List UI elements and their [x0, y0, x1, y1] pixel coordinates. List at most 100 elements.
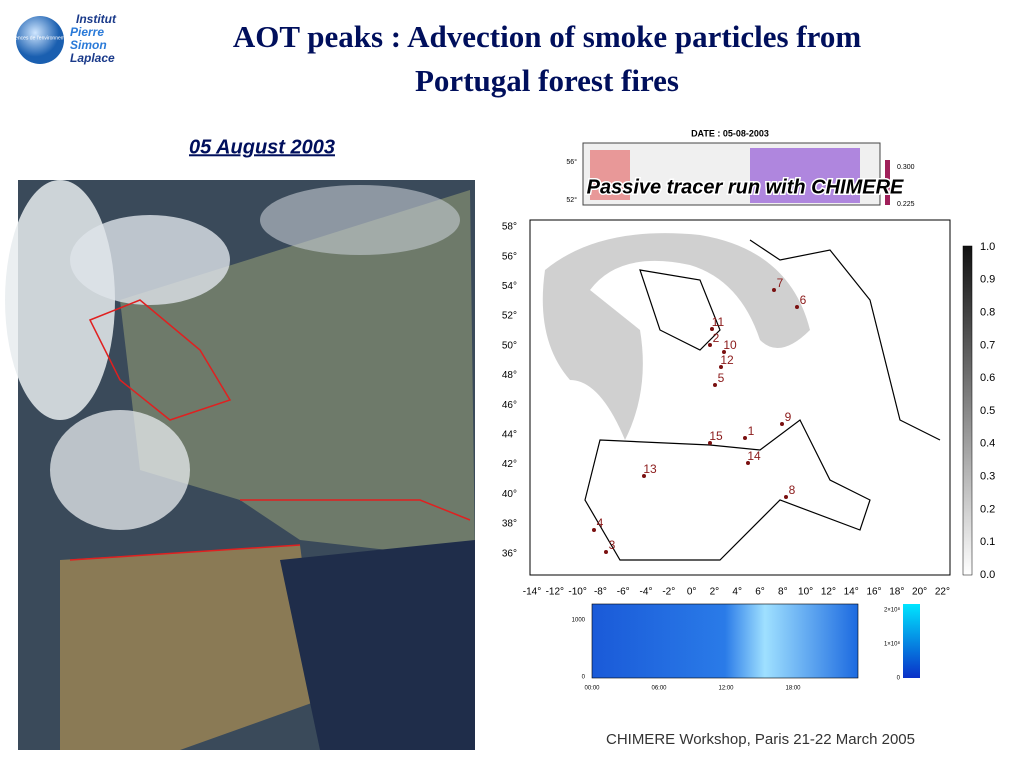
lat-label: 40°: [502, 489, 517, 500]
station-label: 7: [777, 276, 784, 290]
station-dot: [713, 383, 717, 387]
station-dot: [784, 495, 788, 499]
profile-x-label: 00:00: [584, 686, 600, 692]
profile-scale-label: 0: [897, 676, 901, 682]
inset-title: DATE : 05-08-2003: [691, 128, 769, 138]
station-label: 5: [718, 371, 725, 385]
station-dot: [592, 528, 596, 532]
profile-x-label: 18:00: [785, 686, 801, 692]
lon-label: 20°: [912, 587, 927, 598]
lat-label: 44°: [502, 430, 517, 441]
tracer-map: [529, 219, 951, 576]
station-label: 3: [609, 538, 616, 552]
colorbar: [962, 245, 973, 576]
slide-title: AOT peaks : Advection of smoke particles…: [233, 19, 861, 98]
lon-label: 8°: [778, 587, 788, 598]
station-label: 13: [643, 462, 657, 476]
logo-line: Simon: [70, 38, 107, 52]
lat-label: 58°: [502, 222, 517, 233]
lat-label: 46°: [502, 400, 517, 411]
station-label: 14: [747, 449, 761, 463]
inset-scale: 0.300: [897, 164, 915, 171]
station-label: 11: [712, 315, 725, 329]
station-label: 8: [789, 483, 796, 497]
aot-inset: DATE : 05-08-2003 56° 52° 0.300 0.225: [566, 128, 914, 207]
lon-label: -14°: [523, 587, 541, 598]
logo-badge: Sciences de l'environnement: [8, 35, 72, 41]
logo-globe: [16, 16, 64, 64]
station-label: 2: [713, 331, 720, 345]
colorbar-label: 0.0: [980, 569, 995, 581]
logo-line: Institut: [76, 12, 117, 26]
lon-label: 6°: [755, 587, 765, 598]
lon-label: -8°: [594, 587, 607, 598]
lon-label: 0°: [687, 587, 697, 598]
station-label: 4: [597, 516, 604, 530]
lon-label: 14°: [844, 587, 859, 598]
profile-y-label: 0: [582, 675, 586, 681]
lon-label: -6°: [617, 587, 630, 598]
station-dot: [642, 474, 646, 478]
station-dot: [780, 422, 784, 426]
station-dot: [604, 550, 608, 554]
lat-label: 52°: [502, 311, 517, 322]
footer: CHIMERE Workshop, Paris 21-22 March 2005: [606, 731, 915, 748]
colorbar-label: 0.7: [980, 339, 995, 351]
colorbar-label: 0.9: [980, 274, 995, 286]
lon-label: -4°: [640, 587, 653, 598]
profile-plot: [591, 603, 920, 679]
profile-x-label: 06:00: [651, 686, 667, 692]
lon-label: 2°: [710, 587, 720, 598]
inset-lat: 52°: [566, 196, 577, 204]
lon-label: 10°: [798, 587, 813, 598]
station-label: 15: [709, 429, 723, 443]
colorbar-label: 0.5: [980, 405, 995, 417]
station-dot: [743, 436, 747, 440]
logo-line: Pierre: [70, 25, 104, 39]
lon-label: 4°: [732, 587, 742, 598]
date: 05 August 2003: [189, 136, 335, 158]
colorbar-label: 0.1: [980, 536, 995, 548]
colorbar-label: 0.6: [980, 372, 995, 384]
lat-label: 56°: [502, 251, 517, 262]
lat-label: 48°: [502, 370, 517, 381]
colorbar-label: 0.4: [980, 438, 995, 450]
lon-label: -12°: [546, 587, 564, 598]
lat-label: 38°: [502, 519, 517, 530]
colorbar-label: 1.0: [980, 241, 995, 253]
lon-label: 18°: [889, 587, 904, 598]
logo-text: Institut Pierre Simon Laplace: [70, 12, 117, 65]
lon-label: 16°: [866, 587, 881, 598]
station-dot: [708, 343, 712, 347]
station-label: 6: [800, 293, 807, 307]
lat-label: 36°: [502, 548, 517, 559]
station-dot: [746, 461, 750, 465]
colorbar-label: 0.8: [980, 307, 995, 319]
lon-label: -2°: [662, 587, 675, 598]
station-dot: [710, 327, 714, 331]
inset-lat: 56°: [566, 158, 577, 166]
lon-label: 12°: [821, 587, 836, 598]
inset-scale: 0.225: [897, 201, 915, 208]
lon-label: -10°: [568, 587, 586, 598]
station-label: 10: [723, 338, 737, 352]
colorbar-label: 0.2: [980, 503, 995, 515]
station-dot: [722, 350, 726, 354]
lat-label: 50°: [502, 340, 517, 351]
station-label: 1: [748, 424, 755, 438]
profile-scale-label: 2×10⁸: [884, 607, 901, 614]
satellite-image: [5, 180, 475, 750]
station-dot: [708, 441, 712, 445]
lat-label: 54°: [502, 281, 517, 292]
profile-scale-label: 1×10⁸: [884, 641, 901, 648]
station-label: 12: [720, 353, 734, 367]
profile-x-label: 12:00: [718, 686, 734, 692]
tracer-title: Passive tracer run with CHIMERE: [587, 176, 904, 198]
station-dot: [772, 288, 776, 292]
logo-line: Laplace: [70, 51, 115, 65]
station-dot: [795, 305, 799, 309]
profile-y-label: 1000: [572, 618, 586, 624]
station-label: 9: [785, 410, 792, 424]
lon-label: 22°: [935, 587, 950, 598]
